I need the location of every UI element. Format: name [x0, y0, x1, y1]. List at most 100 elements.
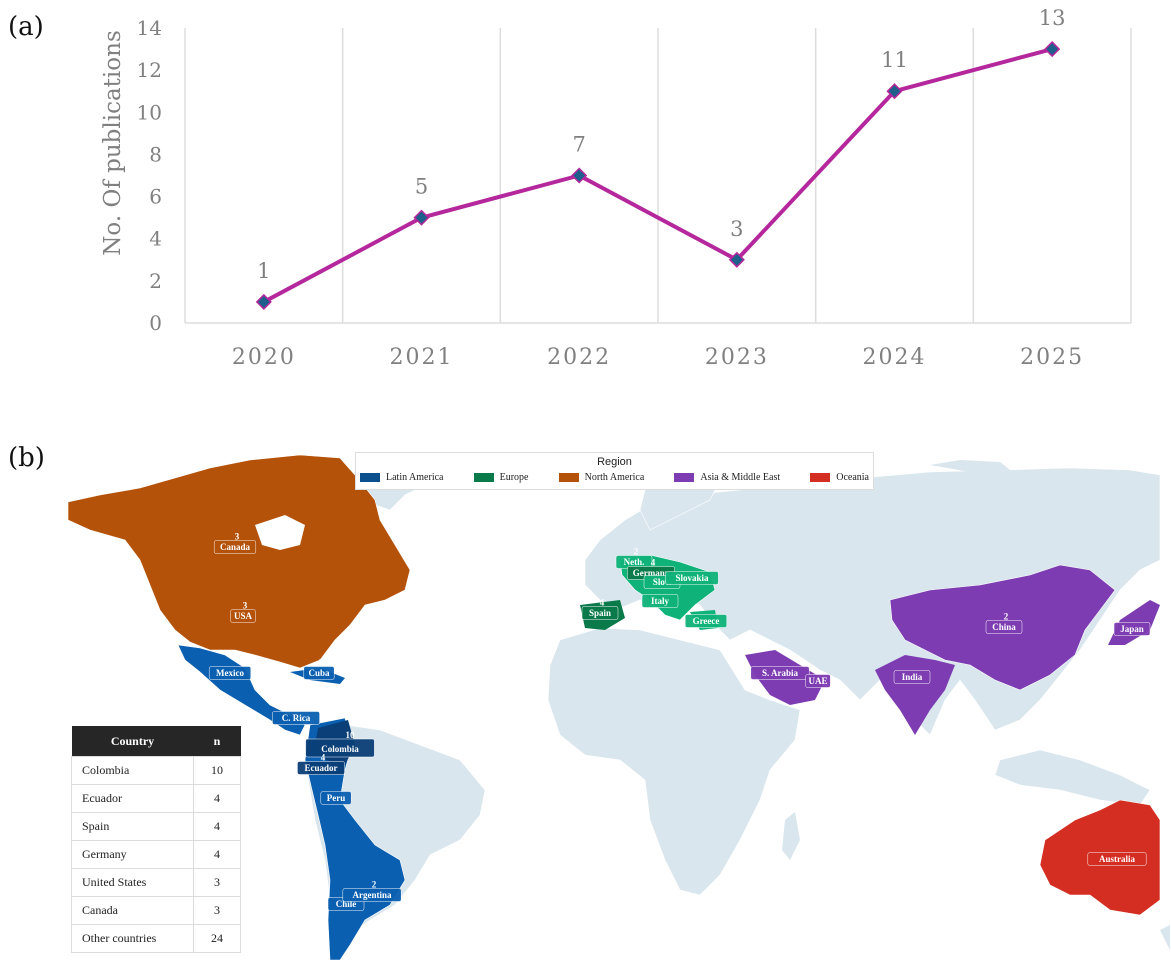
- country-label-name: Cuba: [308, 668, 330, 678]
- country-label-name: Australia: [1099, 854, 1136, 864]
- country-label: Greece: [684, 614, 728, 628]
- table-cell-country: Ecuador: [71, 784, 194, 813]
- table-row: United States 3: [71, 868, 241, 897]
- legend-swatch: [558, 473, 579, 482]
- legend-item: Asia & Middle East: [674, 472, 780, 483]
- country-label-box: [985, 620, 1023, 634]
- country-label-count: 3: [243, 601, 248, 611]
- legend-label: North America: [584, 472, 645, 483]
- country-label-count: 2: [372, 880, 377, 890]
- table-cell-n: 4: [193, 840, 241, 869]
- country-label-name: C. Rica: [282, 713, 311, 723]
- table-cell-country: Colombia: [71, 756, 194, 785]
- country-label: S. Arabia: [750, 666, 810, 680]
- country-label: C. Rica: [272, 711, 320, 725]
- country-label-name: USA: [234, 611, 253, 621]
- table-row: Spain 4: [71, 812, 241, 841]
- y-tick-label: 12: [137, 58, 162, 82]
- table-cell-n: 4: [193, 812, 241, 841]
- y-tick-label: 6: [149, 185, 162, 209]
- x-tick-label: 2021: [390, 345, 454, 370]
- country-label: Mexico: [208, 666, 252, 680]
- country-label-box: [1113, 622, 1151, 636]
- x-tick-label: 2023: [705, 345, 769, 370]
- publications-line-chart: 0 2 4 6 8 10 12 14 2020 2021 2022 2023 2024 2025 1 5 7…: [100, 6, 1132, 370]
- country-label-count: 2: [634, 547, 639, 557]
- country-label-name: Chile: [336, 899, 357, 909]
- country-label-box: [305, 738, 375, 758]
- y-tick-label: 10: [137, 100, 162, 124]
- country-label-name: Peru: [327, 793, 346, 803]
- country-label-count: 3: [235, 532, 240, 542]
- country-table: Country n Colombia 10 Ecuador 4 Spain 4 German…: [71, 726, 241, 953]
- y-tick-label: 0: [149, 311, 162, 335]
- country-label-name: Colombia: [321, 744, 359, 754]
- data-label: 5: [415, 175, 428, 199]
- country-label-box: [208, 666, 252, 680]
- table-header-country: Country: [71, 726, 194, 757]
- country-label-name: Slovakia: [675, 573, 709, 583]
- table-cell-country: Canada: [71, 896, 194, 925]
- legend-label: Europe: [499, 472, 529, 483]
- country-label-name: UAE: [808, 676, 827, 686]
- legend-item: Oceania: [810, 472, 869, 483]
- legend-item: North America: [558, 472, 645, 483]
- y-tick-label: 4: [149, 227, 162, 251]
- country-label-name: Italy: [651, 596, 670, 606]
- legend-item: Latin America: [360, 472, 443, 483]
- country-label-box: [297, 761, 345, 775]
- country-label-box: [320, 791, 352, 805]
- country-label-box: [342, 888, 402, 902]
- country-label-count: 4: [600, 598, 605, 608]
- table-cell-country: Other countries: [71, 924, 194, 953]
- country-label-count: 4: [651, 558, 656, 568]
- y-axis-label: No. Of publications: [100, 30, 126, 256]
- table-cell-n: 4: [193, 784, 241, 813]
- table-cell-country: Germany: [71, 840, 194, 869]
- x-tick-label: 2020: [232, 345, 296, 370]
- data-label: 11: [881, 48, 908, 72]
- table-cell-country: Spain: [71, 812, 194, 841]
- legend-label: Asia & Middle East: [700, 472, 781, 483]
- country-label-box: [213, 540, 257, 554]
- country-label: Slovakia: [665, 571, 719, 585]
- region-north-america: [67, 454, 411, 669]
- country-label-box: [805, 674, 831, 688]
- land-africa: [547, 627, 801, 896]
- table-cell-n: 10: [193, 756, 241, 785]
- country-label-name: Argentina: [353, 890, 392, 900]
- table-header-n: n: [193, 726, 241, 757]
- map-legend: Region Latin America Europe North America A…: [355, 452, 874, 490]
- data-label: 1: [257, 259, 270, 283]
- country-label-box: [684, 614, 728, 628]
- country-label-box: [272, 711, 320, 725]
- data-point-marker: [886, 83, 903, 100]
- country-label-box: [1087, 852, 1147, 866]
- country-label: Peru: [320, 791, 352, 805]
- table-cell-n: 24: [193, 924, 241, 953]
- country-label-name: S. Arabia: [762, 668, 799, 678]
- y-tick-label: 2: [149, 269, 162, 293]
- land-se-asia-islands: [994, 749, 1151, 806]
- x-tick-label: 2024: [863, 345, 927, 370]
- country-label-box: [750, 666, 810, 680]
- data-point-marker: [255, 293, 272, 310]
- country-label-count: 4: [321, 753, 326, 763]
- x-tick-label: 2022: [547, 345, 611, 370]
- table-row: Canada 3: [71, 896, 241, 925]
- country-label-name: Mexico: [216, 668, 244, 678]
- table-row: Ecuador 4: [71, 784, 241, 813]
- region-new-zealand: [1160, 925, 1170, 950]
- panel-a-label: (a): [8, 12, 44, 42]
- legend-swatch: [674, 473, 695, 482]
- country-label-name: Germany: [633, 568, 670, 578]
- x-tick-label: 2025: [1020, 345, 1084, 370]
- data-label: 13: [1039, 6, 1066, 30]
- country-label-name: Ecuador: [304, 763, 337, 773]
- table-cell-country: United States: [71, 868, 194, 897]
